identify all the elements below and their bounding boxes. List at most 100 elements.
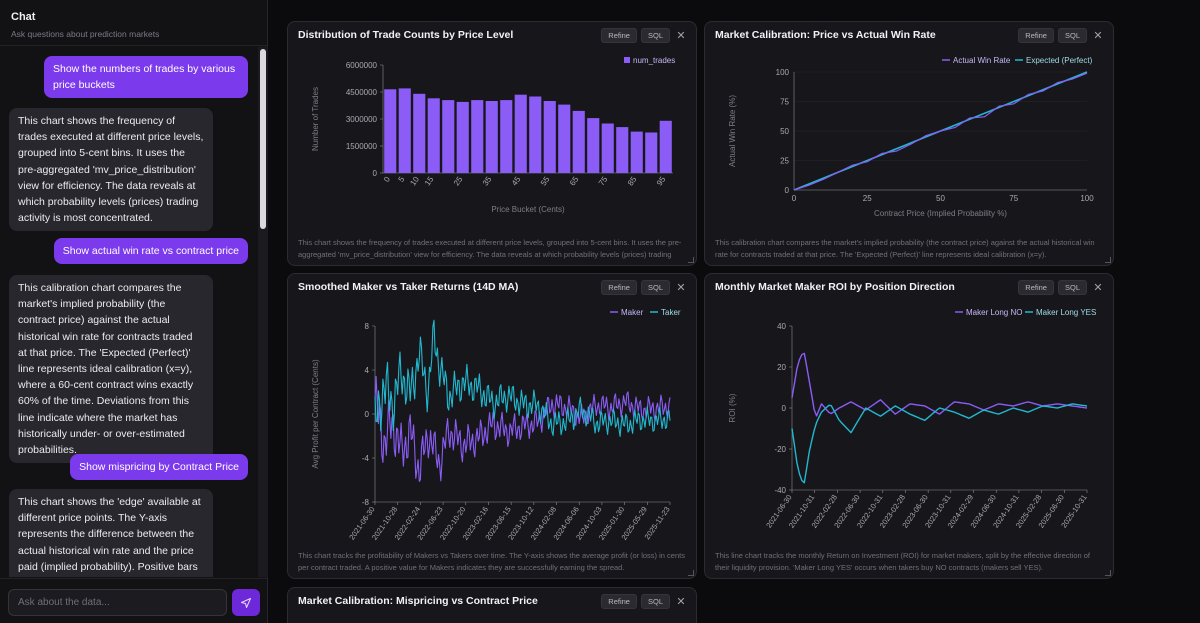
panel-title: Distribution of Trade Counts by Price Le… [298,29,514,41]
bar [384,89,397,173]
chat-composer [0,578,268,623]
y-tick-label: 25 [780,157,789,166]
y-axis-label: Actual Win Rate (%) [728,95,737,167]
bar [558,104,571,173]
chat-sidebar: Chat Ask questions about prediction mark… [0,0,268,623]
panel-title: Monthly Market Maker ROI by Position Dir… [715,281,955,293]
x-tick-label: 0 [382,175,392,184]
series-line-1 [791,403,1088,484]
legend-label: num_trades [633,56,675,65]
resize-handle[interactable] [1105,257,1111,263]
legend-label: Taker [661,308,681,317]
refine-button[interactable]: Refine [601,280,637,295]
legend-label: Maker Long YES [1036,308,1096,317]
user-message: Show the numbers of trades by various pr… [44,56,248,99]
chart-panel-mispricing: Market Calibration: Mispricing vs Contra… [287,587,697,623]
panel-description: This calibration chart compares the mark… [715,238,1095,259]
series-line-0 [374,375,671,482]
legend-label: Expected (Perfect) [1026,56,1093,65]
close-icon[interactable]: ✕ [676,595,686,608]
y-tick-label: -8 [362,498,370,507]
y-tick-label: 3000000 [346,115,378,124]
sql-button[interactable]: SQL [1057,280,1087,295]
bar [398,88,411,173]
chart-panel-trade-counts: Distribution of Trade Counts by Price Le… [287,21,697,266]
chat-scroll-thumb[interactable] [260,49,266,229]
refine-button[interactable]: Refine [1018,28,1054,43]
x-tick-label: 5 [396,175,406,184]
close-icon[interactable]: ✕ [676,281,686,294]
sql-button[interactable]: SQL [640,280,670,295]
bar [587,118,600,173]
y-tick-label: 100 [776,68,790,77]
series-line-0 [791,352,1088,417]
line-chart: -40-20020402021-06-302021-10-312022-02-2… [728,308,1096,530]
x-tick-label: 50 [936,194,945,203]
resize-handle[interactable] [688,257,694,263]
y-axis-label: Number of Trades [311,87,320,151]
y-axis-label: Avg Profit per Contract (Cents) [311,359,320,469]
assistant-message: This chart shows the 'edge' available at… [9,489,213,577]
y-tick-label: 4 [365,366,370,375]
legend-label: Maker [621,308,644,317]
sql-button[interactable]: SQL [1057,28,1087,43]
y-tick-label: 20 [777,363,786,372]
panel-description: This chart tracks the profitability of M… [298,551,685,572]
bar [471,100,484,173]
send-icon [241,597,251,608]
send-button[interactable] [232,589,260,616]
bar [456,101,469,173]
bar [485,101,498,173]
panel-title: Market Calibration: Price vs Actual Win … [715,29,936,41]
bar [529,96,542,173]
bar [616,127,629,173]
resize-handle[interactable] [1105,570,1111,576]
y-tick-label: 75 [780,98,789,107]
refine-button[interactable]: Refine [601,594,637,609]
assistant-message: This calibration chart compares the mark… [9,275,213,464]
close-icon[interactable]: ✕ [1093,281,1103,294]
close-icon[interactable]: ✕ [1093,29,1103,42]
assistant-message: This chart shows the frequency of trades… [9,108,213,232]
x-tick-label: 95 [655,175,668,188]
y-axis-label: ROI (%) [728,393,737,422]
chart-panel-maker-roi: Monthly Market Maker ROI by Position Dir… [704,273,1114,579]
line-chart: 0 25 50 75 100 0 25 50 75 100 Contract Price (Impl… [728,56,1094,218]
bar [500,100,513,173]
close-icon[interactable]: ✕ [676,29,686,42]
chat-subtitle: Ask questions about prediction markets [11,29,160,39]
y-tick-label: 0 [782,404,787,413]
panel-description: This chart shows the frequency of trades… [298,238,682,259]
sql-button[interactable]: SQL [640,594,670,609]
panel-actions: Refine SQL ✕ [1018,28,1105,43]
panel-actions: Refine SQL ✕ [1018,280,1105,295]
panel-title: Smoothed Maker vs Taker Returns (14D MA) [298,281,519,293]
chart-panel-calibration: Market Calibration: Price vs Actual Win … [704,21,1114,266]
y-tick-label: -40 [774,486,786,495]
dashboard: Distribution of Trade Counts by Price Le… [268,0,1200,623]
panel-description: This line chart tracks the monthly Retur… [715,551,1091,572]
sql-button[interactable]: SQL [640,28,670,43]
bar [442,100,455,173]
x-tick-label: 45 [510,175,523,188]
x-tick-label: 75 [1009,194,1018,203]
bar [427,98,440,173]
x-tick-label: 25 [863,194,872,203]
line-chart: -8-40482021-06-302021-10-282022-02-24202… [311,308,681,542]
message-list: Show the numbers of trades by various pr… [0,47,258,577]
y-tick-label: 6000000 [346,61,378,70]
panel-actions: Refine SQL ✕ [601,280,688,295]
y-tick-label: 40 [777,322,786,331]
user-message: Show actual win rate vs contract price [53,238,248,265]
refine-button[interactable]: Refine [1018,280,1054,295]
refine-button[interactable]: Refine [601,28,637,43]
resize-handle[interactable] [688,570,694,576]
y-tick-label: 0 [365,410,370,419]
x-tick-label: 55 [539,175,552,188]
chat-input[interactable] [8,589,227,616]
y-tick-label: 8 [365,322,370,331]
chat-scrollbar[interactable] [258,47,268,577]
panel-actions: Refine SQL ✕ [601,28,688,43]
y-tick-label: 50 [780,127,789,136]
